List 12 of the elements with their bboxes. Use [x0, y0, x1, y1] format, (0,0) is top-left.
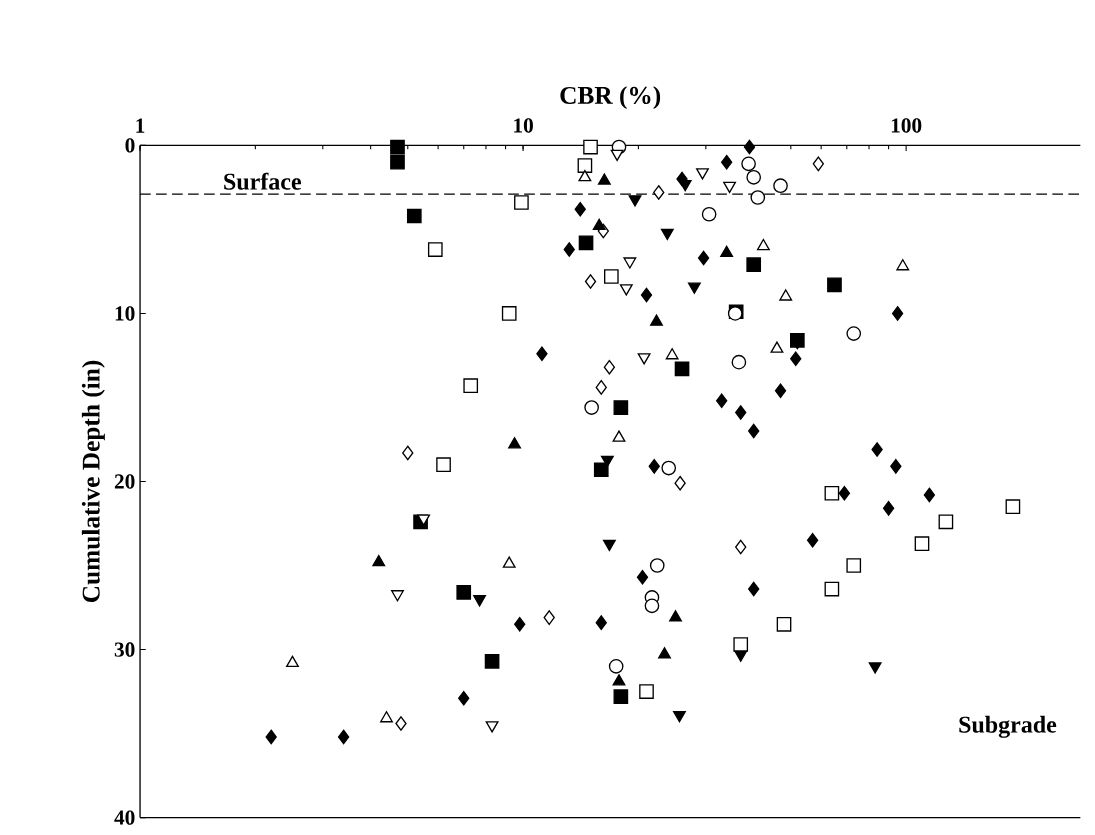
y-tick-label: 0 [125, 138, 135, 153]
y-axis-title: Cumulative Depth (in) [81, 360, 105, 603]
ref-line-label: Surface [224, 172, 302, 190]
y-tick-label: 10 [115, 306, 135, 321]
y-tick-label: 20 [114, 474, 135, 489]
y-tick-label: 30 [114, 642, 135, 657]
x-tick-label: 1 [136, 118, 145, 133]
y-tick-label: 40 [114, 810, 135, 825]
x-tick-label: 100 [891, 118, 922, 133]
annotation: Subgrade [959, 715, 1057, 738]
x-axis-title: CBR (%) [560, 86, 661, 110]
x-tick-label: 10 [514, 118, 533, 133]
